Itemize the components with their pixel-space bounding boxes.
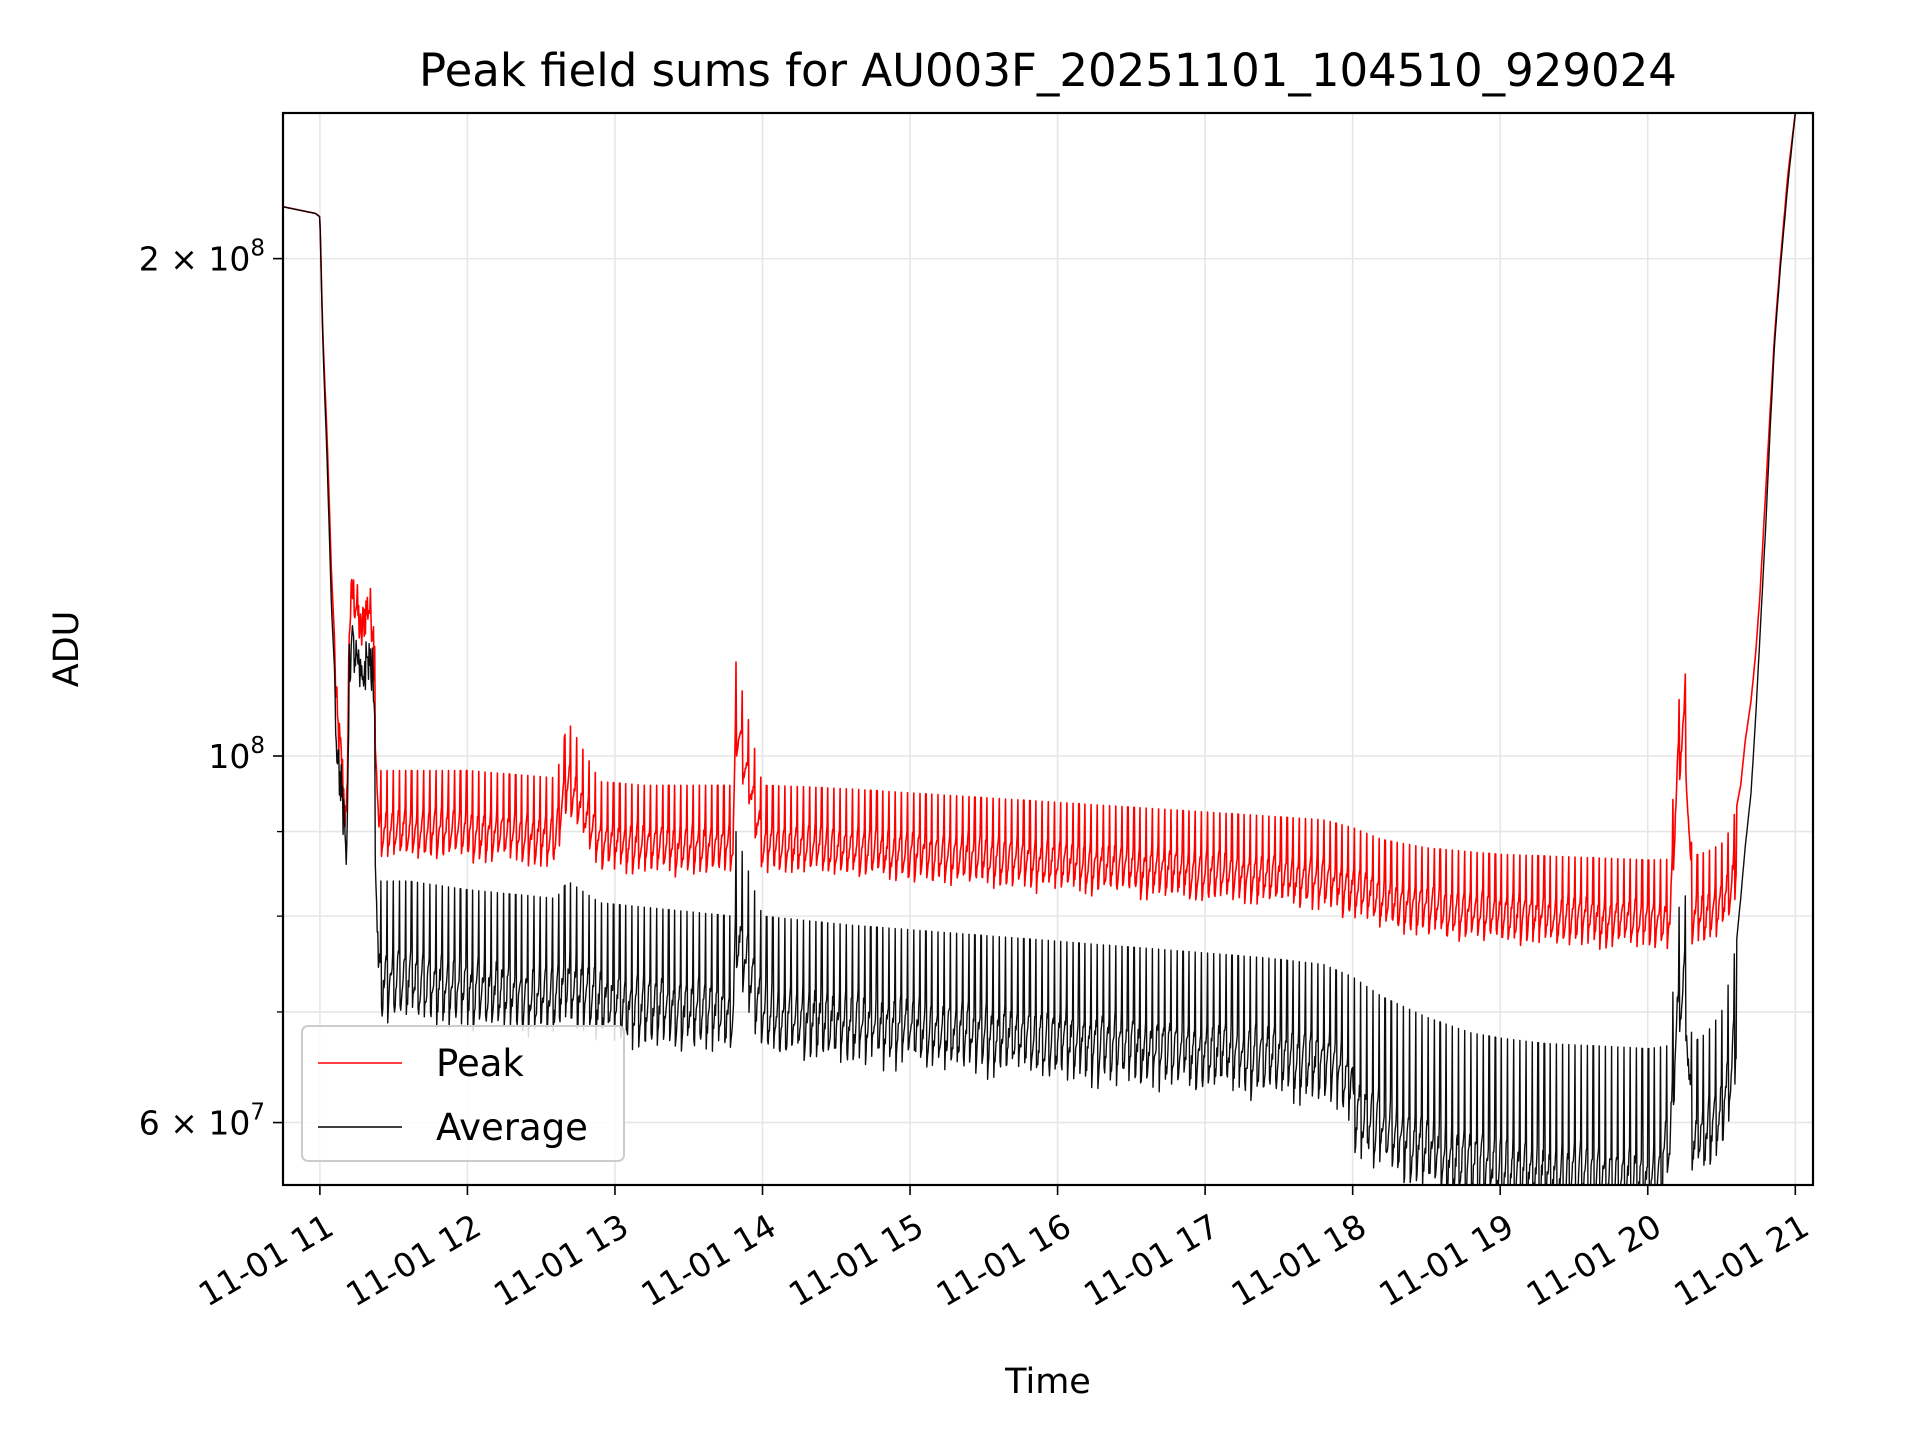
x-axis-label: Time [1004,1362,1091,1402]
series-line-average [283,113,1813,1185]
legend: Peak Average [301,1025,625,1162]
x-tick-label-4: 11-01 15 [782,1206,930,1314]
x-tick-label-8: 11-01 19 [1372,1206,1520,1314]
x-tick-label-9: 11-01 20 [1520,1206,1668,1314]
legend-label-average: Average [436,1106,588,1149]
x-tick-label-6: 11-01 17 [1077,1206,1225,1314]
x-tick-label-7: 11-01 18 [1225,1206,1373,1314]
x-tick-label-3: 11-01 14 [635,1206,783,1314]
legend-label-peak: Peak [436,1042,524,1085]
x-tick-label-5: 11-01 16 [930,1206,1078,1314]
y-tick-label-0: 6 × 107 [139,1100,265,1143]
x-tick-label-1: 11-01 12 [339,1206,487,1314]
x-axis-ticks: 11-01 11 11-01 12 11-01 13 11-01 14 11-01 15… [192,1185,1815,1314]
y-tick-label-2: 2 × 108 [139,236,265,279]
y-axis-label: ADU [47,611,87,688]
series-layer [283,113,1813,1185]
x-tick-label-0: 11-01 11 [192,1206,340,1314]
plot-frame [281,111,1815,1187]
chart-title: Peak field sums for AU003F_20251101_1045… [419,44,1677,97]
x-tick-label-2: 11-01 13 [487,1206,635,1314]
series-line-peak [283,113,1813,950]
x-tick-label-10: 11-01 21 [1667,1206,1815,1314]
y-tick-label-1: 108 [208,733,265,776]
y-axis-ticks: 6 × 107 108 2 × 108 [139,236,283,1143]
x-gridlines [319,113,1797,1185]
